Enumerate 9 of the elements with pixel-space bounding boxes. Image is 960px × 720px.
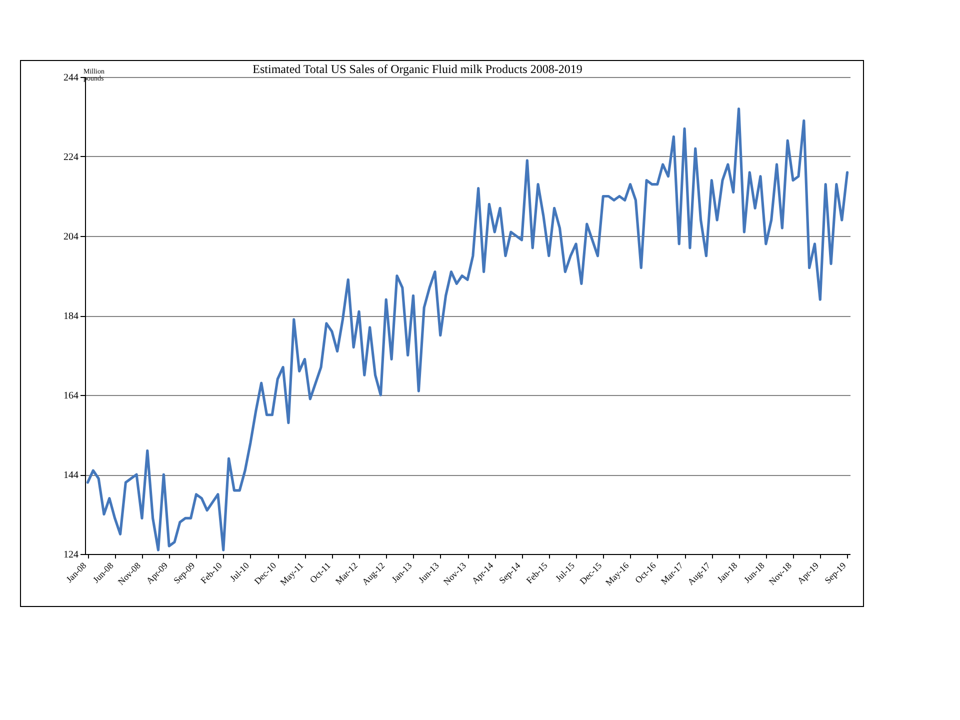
y-tick-label: 244: [64, 72, 78, 84]
y-tick-label: 204: [64, 232, 78, 242]
chart-title: Estimated Total US Sales of Organic Fluid milk Products 2008-2019: [252, 62, 582, 76]
line-series: [86, 108, 849, 552]
y-tick-label: 164: [64, 390, 78, 402]
y-tick-label: 224: [64, 152, 78, 163]
y-tick-label: 144: [64, 470, 78, 481]
y-tick-label: 184: [64, 311, 78, 322]
y-tick-label: 124: [64, 550, 78, 560]
